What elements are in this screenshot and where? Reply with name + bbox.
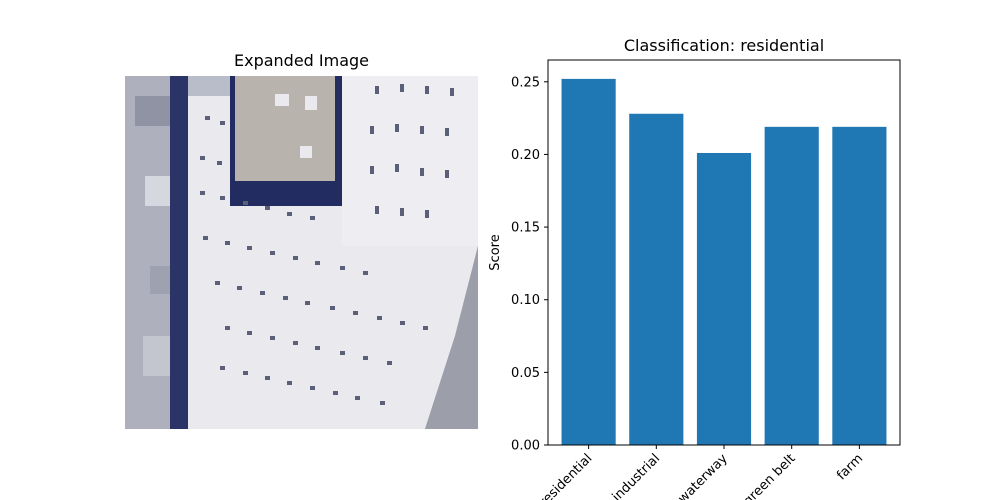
image-title: Expanded Image [233, 51, 370, 70]
bar-farm [832, 126, 887, 445]
bar-green-belt [764, 126, 819, 445]
x-tick-label: residential [537, 451, 596, 500]
plot-area: residential industrial waterway green belt f… [511, 59, 901, 500]
x-tick-label: green belt [741, 451, 799, 500]
y-tick-label: 0.15 [511, 221, 540, 236]
y-tick-label: 0.05 [511, 366, 540, 381]
y-tick-label: 0.10 [511, 293, 540, 308]
y-tick-label: 0.00 [511, 439, 540, 454]
axes-frame [547, 59, 901, 446]
aerial-image [125, 76, 478, 429]
chart-title: Classification: residential [624, 36, 824, 55]
bar-industrial [629, 113, 684, 446]
x-tick-label: waterway [675, 451, 731, 500]
x-tick-label: farm [834, 451, 866, 483]
y-tick-label: 0.25 [511, 75, 540, 90]
y-tick-label: 0.20 [511, 148, 540, 163]
bar-waterway [696, 152, 752, 445]
bar-residential [561, 78, 616, 446]
x-tick-label: industrial [610, 451, 664, 500]
y-axis-label: Score [488, 234, 503, 270]
